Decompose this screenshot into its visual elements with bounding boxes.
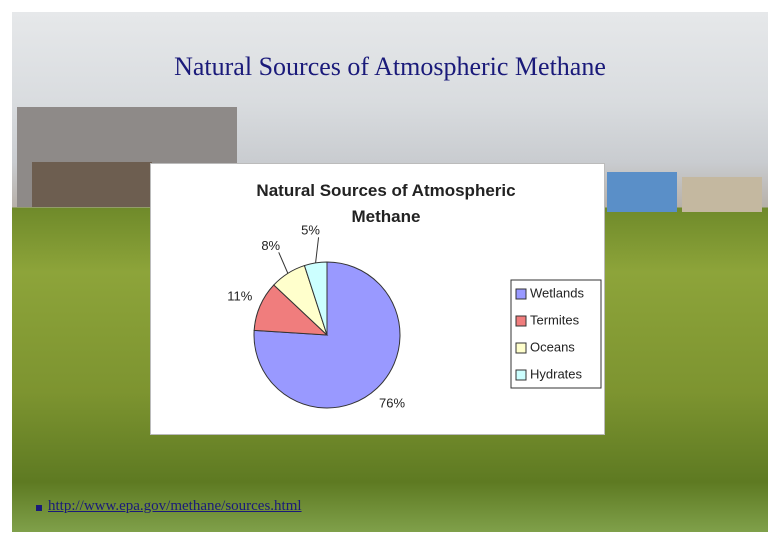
legend-label: Oceans bbox=[530, 339, 575, 354]
data-label: 5% bbox=[301, 223, 320, 238]
legend-swatch bbox=[515, 315, 527, 327]
chart-panel: Natural Sources of Atmospheric Methane 7… bbox=[150, 163, 605, 435]
building bbox=[607, 172, 677, 212]
slide-title: Natural Sources of Atmospheric Methane bbox=[174, 52, 606, 81]
chart: 76% 11% 8% 5% Wetlands Termites Oceans Hydrates bbox=[227, 223, 602, 411]
data-label: 11% bbox=[227, 289, 252, 304]
pie-slice bbox=[303, 261, 328, 336]
legend-swatch bbox=[515, 342, 527, 354]
slide bbox=[12, 12, 768, 532]
bullet bbox=[36, 505, 42, 511]
link[interactable]: http://www.epa.gov/methane/sources.html bbox=[48, 498, 302, 514]
leader-line bbox=[278, 252, 289, 274]
leader-line bbox=[315, 237, 320, 263]
building bbox=[32, 162, 152, 207]
building bbox=[682, 177, 762, 212]
legend-label: Wetlands bbox=[530, 285, 584, 300]
data-label: 8% bbox=[261, 238, 280, 253]
legend-label: Termites bbox=[530, 312, 580, 327]
legend-swatch bbox=[515, 288, 527, 300]
chart-title: Natural Sources of Atmospheric Methane bbox=[256, 181, 516, 226]
legend-label: Hydrates bbox=[530, 366, 583, 381]
legend-swatch bbox=[515, 369, 527, 381]
data-label: 76% bbox=[379, 396, 405, 411]
